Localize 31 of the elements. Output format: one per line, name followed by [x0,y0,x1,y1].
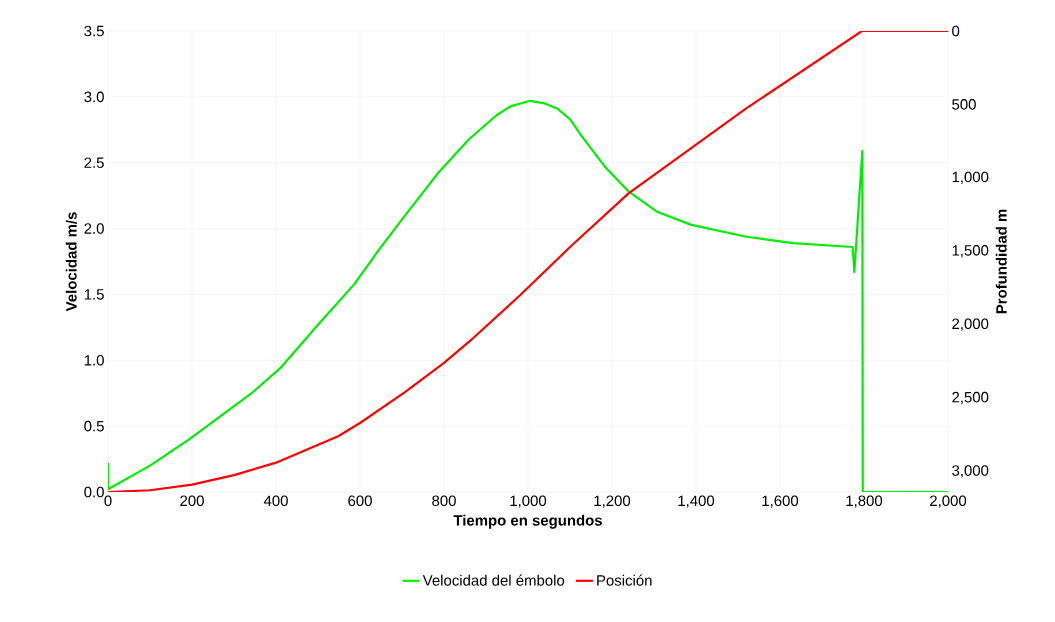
y2-tick-label: 500 [952,99,976,110]
y-tick-label: 1.0 [84,354,104,366]
y-tick-label: 3.0 [84,91,104,103]
x-tick-label: 600 [348,495,372,507]
legend-label: Velocidad del émbolo [422,574,565,586]
y2-tick-label: 1,000 [952,171,989,184]
x-tick-label: 1,800 [846,495,883,508]
y2-axis-title: Profundidad m [995,209,1007,314]
x-tick-label: 1,400 [678,495,715,508]
x-tick-label: 800 [432,495,456,507]
x-tick-label: 1,600 [762,495,799,508]
x-tick-label: 1,200 [594,495,631,508]
y2-tick-label: 1,500 [952,245,989,258]
y-tick-label: 2.0 [84,223,104,234]
legend-label: Posición [597,574,652,586]
x-tick-label: 0 [104,495,112,507]
x-tick-label: 2,000 [930,495,967,508]
y2-tick-label: 0 [952,25,960,37]
y2-tick-label: 3,000 [952,465,989,478]
x-tick-label: 1,000 [510,495,547,508]
y-tick-label: 0.5 [84,420,104,432]
x-tick-label: 400 [263,495,288,507]
x-axis-title: Tiempo en segundos [453,514,602,529]
y-tick-label: 0.0 [84,486,104,498]
y2-tick-label: 2,000 [952,318,989,331]
y-tick-label: 2.5 [84,157,104,168]
y-tick-label: 3.5 [84,25,104,37]
y-axis-title: Velocidad m/s [65,212,77,312]
y-tick-label: 1.5 [84,289,104,300]
y2-tick-label: 2,500 [952,391,989,405]
x-tick-label: 200 [180,495,204,507]
